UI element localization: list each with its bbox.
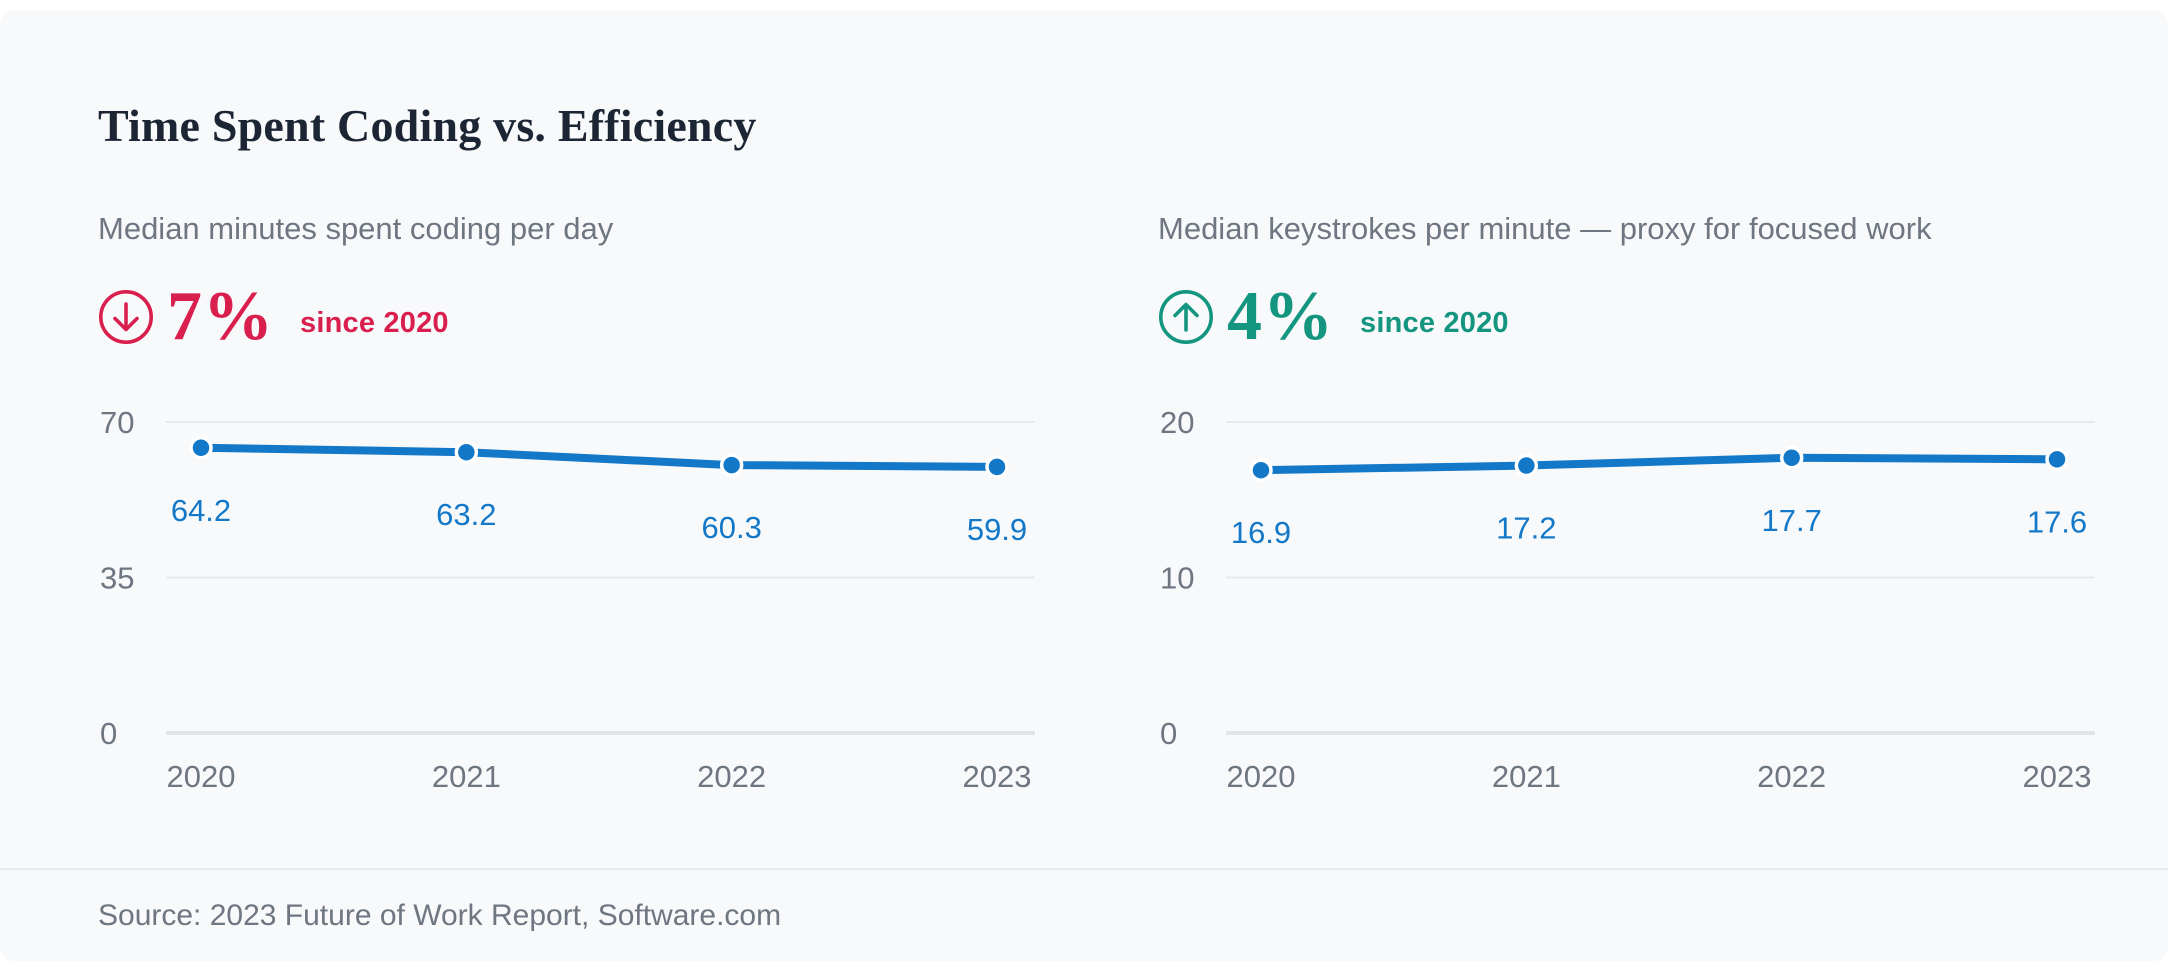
stat-value: 7%	[167, 278, 274, 355]
y-tick-label: 10	[1160, 561, 1194, 596]
x-tick-label: 2022	[1757, 759, 1826, 794]
data-point	[1779, 446, 1804, 470]
data-point	[985, 455, 1009, 479]
data-point-label: 17.7	[1761, 503, 1821, 538]
x-tick-label: 2023	[2023, 759, 2092, 794]
data-point	[1514, 453, 1539, 478]
stat-caption: since 2020	[1360, 306, 1509, 339]
circle-arrow-up-icon	[1158, 289, 1214, 345]
x-tick-label: 2021	[432, 759, 501, 794]
data-point	[2045, 447, 2069, 472]
stat-delta: 4% since 2020	[1158, 282, 1509, 352]
source-note: Source: 2023 Future of Work Report, Soft…	[98, 899, 782, 932]
y-tick-label: 35	[100, 561, 134, 596]
chart-panel: Median keystrokes per minute — proxy for…	[1158, 209, 2095, 829]
data-point-label: 17.6	[2027, 504, 2087, 539]
x-tick-label: 2020	[167, 759, 236, 794]
circle-arrow-down-icon	[98, 289, 154, 345]
data-point-label: 63.2	[436, 497, 496, 532]
stat-caption: since 2020	[300, 306, 449, 339]
x-tick-label: 2022	[697, 759, 766, 794]
stat-delta: 7% since 2020	[98, 282, 449, 352]
chart-subtitle: Median keystrokes per minute — proxy for…	[1158, 211, 1932, 246]
chart-subtitle: Median minutes spent coding per day	[98, 211, 614, 246]
x-tick-label: 2020	[1227, 759, 1296, 794]
x-tick-label: 2023	[963, 759, 1032, 794]
data-point	[1249, 458, 1273, 482]
y-tick-label: 0	[100, 716, 117, 751]
data-point-label: 60.3	[701, 510, 761, 545]
chart-panel: Median minutes spent coding per day 7% s…	[98, 209, 1035, 829]
trend-line	[1257, 453, 2061, 475]
data-point-label: 59.9	[967, 512, 1027, 547]
footer-divider	[0, 868, 2168, 870]
line-chart: 70 35 0 2020 2021 2022 2023 64.2 63.2 60.3 59.9	[100, 405, 1035, 794]
report-card: Time Spent Coding vs. Efficiency Median …	[0, 10, 2168, 961]
y-tick-label: 70	[100, 405, 134, 440]
data-point-label: 17.2	[1496, 511, 1556, 546]
page-title: Time Spent Coding vs. Efficiency	[98, 100, 757, 151]
data-point-label: 64.2	[171, 493, 231, 528]
data-point	[719, 453, 744, 477]
line-chart: 20 10 0 2020 2021 2022 2023 16.9 17.2 17.7 17.6	[1160, 405, 2095, 794]
y-tick-label: 20	[1160, 405, 1194, 440]
stat-value: 4%	[1227, 278, 1334, 355]
data-point	[454, 440, 479, 464]
trend-line	[197, 443, 1001, 471]
y-tick-label: 0	[1160, 716, 1177, 751]
data-point-label: 16.9	[1231, 515, 1291, 550]
data-point	[189, 436, 213, 460]
x-tick-label: 2021	[1492, 759, 1561, 794]
